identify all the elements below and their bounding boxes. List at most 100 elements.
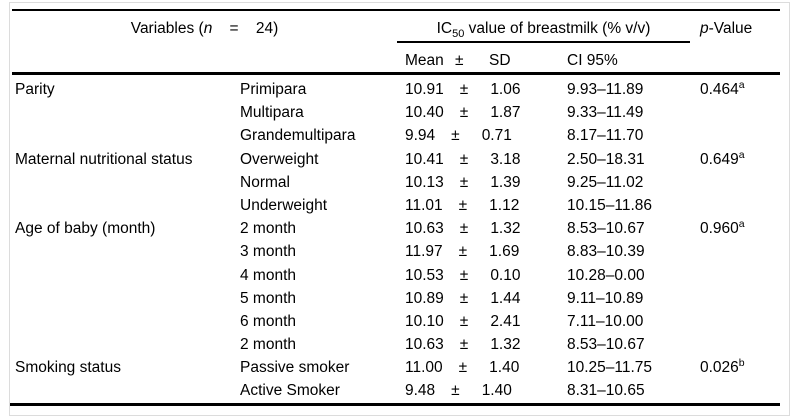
plusminus-symbol: ± — [459, 173, 469, 191]
plusminus-symbol: ± — [458, 196, 468, 214]
plusminus-symbol: ± — [451, 127, 460, 145]
variable-cell — [15, 194, 240, 217]
pvalue-cell — [700, 379, 795, 402]
pvalue-cell — [700, 124, 795, 147]
pvalue-superscript: a — [738, 78, 745, 91]
mean-value: 10.41 — [405, 150, 444, 168]
ci95-subheader: CI 95% — [567, 52, 618, 69]
pvalue-cell — [700, 171, 795, 194]
variable-cell — [15, 310, 240, 333]
variables-header-text: Variables ( — [130, 20, 204, 37]
sd-value: 0.71 — [481, 127, 512, 145]
ci-cell: 8.17–11.70 — [567, 127, 644, 145]
mean-cell: 10.40 ±1.87 — [405, 101, 567, 124]
pvalue-cell: 0.026b — [700, 356, 795, 379]
mean-cell: 11.00 ±1.40 — [405, 356, 567, 379]
table-row: Smoking status Passive smoker 11.00 ±1.40 10… — [0, 356, 795, 379]
header-divider-rule — [12, 72, 780, 75]
variable-cell: Age of baby (month) — [15, 220, 156, 238]
ic50-column-header: IC50 value of breastmilk (% v/v) — [397, 19, 690, 40]
plusminus-subheader: ± — [455, 52, 464, 69]
plusminus-symbol: ± — [459, 266, 469, 284]
plusminus-symbol: ± — [459, 220, 469, 238]
table-row: 3 month 11.97 ±1.69 8.83–10.39 — [0, 240, 795, 263]
variables-equals-text: = — [212, 20, 256, 37]
mean-cell: 10.63 ±1.32 — [405, 333, 567, 356]
mean-cell: 10.10 ±2.41 — [405, 310, 567, 333]
sd-value: 1.40 — [481, 382, 512, 400]
table-row: Maternal nutritional status Overweight 10.… — [0, 148, 795, 171]
variable-cell — [15, 333, 240, 356]
sd-value: 1.87 — [490, 104, 521, 122]
category-cell: Multipara — [240, 104, 304, 122]
mean-value: 10.91 — [405, 81, 444, 98]
pvalue-cell — [700, 101, 795, 124]
variable-cell — [15, 171, 240, 194]
table-row: 4 month 10.53 ±0.10 10.28–0.00 — [0, 264, 795, 287]
variable-cell: Smoking status — [15, 359, 121, 377]
pvalue-number: 0.026 — [700, 359, 739, 377]
category-cell: Primipara — [240, 81, 307, 98]
category-cell: 2 month — [240, 220, 297, 238]
table-body: Parity Primipara 10.91 ±1.06 9.93–11.89 0.464… — [0, 78, 795, 403]
table-row: Parity Primipara 10.91 ±1.06 9.93–11.89 0.464… — [0, 78, 795, 101]
plusminus-symbol: ± — [459, 289, 469, 307]
variables-column-header: Variables (n = 24) — [12, 19, 397, 39]
plusminus-symbol: ± — [459, 81, 469, 98]
pvalue-cell — [700, 264, 795, 287]
sd-value: 1.40 — [489, 359, 520, 377]
table-row: Grandemultipara 9.94 ±0.71 8.17–11.70 — [0, 124, 795, 147]
ci-cell: 9.11–10.89 — [567, 289, 644, 307]
mean-value: 9.48 — [405, 382, 436, 400]
mean-value: 11.97 — [405, 243, 443, 261]
plusminus-symbol: ± — [451, 382, 460, 400]
category-cell: Normal — [240, 173, 290, 191]
sd-value: 1.32 — [490, 336, 521, 354]
pvalue-p-italic: p — [700, 20, 709, 37]
category-cell: Active Smoker — [240, 382, 340, 400]
ic50-spanner-rule — [397, 41, 690, 43]
ic50-subscript: 50 — [452, 28, 465, 40]
mean-value: 10.63 — [405, 336, 444, 354]
sd-value: 0.10 — [490, 266, 521, 284]
category-cell: Underweight — [240, 196, 328, 214]
table-row: Underweight 11.01 ±1.12 10.15–11.86 — [0, 194, 795, 217]
mean-value: 11.01 — [405, 196, 443, 214]
variable-cell: Parity — [15, 81, 55, 98]
mean-subheader: Mean — [405, 52, 444, 69]
mean-cell: 10.91 ±1.06 — [405, 78, 567, 101]
variable-cell — [15, 287, 240, 310]
sd-value: 1.44 — [490, 289, 521, 307]
table-row: Normal 10.13 ±1.39 9.25–11.02 — [0, 171, 795, 194]
sd-value: 1.06 — [490, 81, 521, 98]
mean-cell: 10.63 ±1.32 — [405, 217, 567, 240]
pvalue-header-suffix: -Value — [708, 20, 753, 37]
pvalue-cell: 0.649a — [700, 148, 795, 171]
table-row: 6 month 10.10 ±2.41 7.11–10.00 — [0, 310, 795, 333]
category-cell: 4 month — [240, 266, 297, 284]
mean-cell: 9.94 ±0.71 — [405, 124, 567, 147]
variable-cell — [15, 101, 240, 124]
ci-cell: 9.25–11.02 — [567, 173, 644, 191]
category-cell: 3 month — [240, 243, 297, 261]
pvalue-cell — [700, 287, 795, 310]
category-cell: Overweight — [240, 150, 319, 168]
pvalue-number: 0.960 — [700, 220, 739, 238]
plusminus-symbol: ± — [458, 243, 468, 261]
pvalue-cell: 0.464a — [700, 78, 795, 101]
ci-cell: 8.53–10.67 — [567, 336, 645, 354]
plusminus-symbol: ± — [459, 312, 469, 330]
pvalue-superscript: b — [738, 357, 745, 370]
mean-value: 10.53 — [405, 266, 444, 284]
sd-value: 1.12 — [489, 196, 520, 214]
variable-cell: Maternal nutritional status — [15, 150, 193, 168]
variables-n-italic: n — [203, 20, 213, 37]
ci-cell: 10.15–11.86 — [567, 196, 653, 214]
mean-value: 10.63 — [405, 220, 444, 238]
sd-value: 1.32 — [490, 220, 521, 238]
sd-value: 1.69 — [489, 243, 520, 261]
mean-cell: 10.13 ±1.39 — [405, 171, 567, 194]
plusminus-symbol: ± — [459, 150, 469, 168]
ci-cell: 8.31–10.65 — [567, 382, 645, 400]
ic50-suffix-text: value of breastmilk (% v/v) — [464, 20, 651, 37]
